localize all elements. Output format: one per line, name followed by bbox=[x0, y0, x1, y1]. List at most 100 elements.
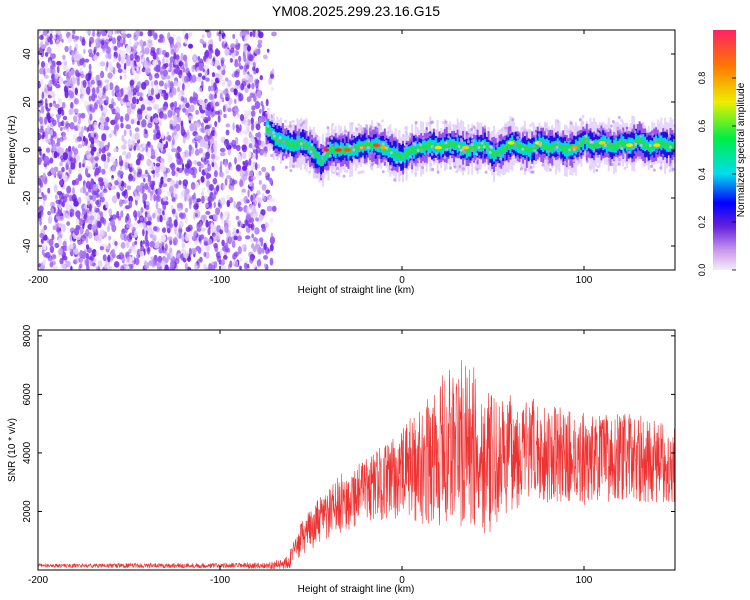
noise-speckle bbox=[121, 190, 127, 197]
noise-speckle bbox=[112, 195, 118, 204]
noise-speckle bbox=[252, 162, 256, 167]
noise-speckle bbox=[94, 156, 99, 162]
noise-speckle bbox=[140, 174, 145, 179]
halo-speckle bbox=[427, 122, 431, 126]
halo-speckle bbox=[496, 138, 500, 142]
halo-speckle bbox=[368, 155, 371, 159]
noise-speckle bbox=[61, 264, 67, 269]
noise-speckle bbox=[73, 108, 79, 114]
noise-speckle bbox=[195, 213, 198, 218]
ridge-cell bbox=[624, 141, 626, 147]
noise-speckle bbox=[126, 233, 132, 243]
noise-speckle bbox=[216, 255, 221, 262]
halo-speckle bbox=[616, 126, 620, 130]
halo-speckle bbox=[669, 145, 672, 149]
halo-speckle bbox=[381, 170, 385, 174]
halo-speckle bbox=[365, 126, 369, 130]
halo-speckle bbox=[533, 134, 537, 138]
noise-speckle bbox=[49, 39, 53, 45]
noise-speckle bbox=[192, 173, 197, 179]
noise-speckle bbox=[124, 94, 129, 103]
noise-speckle bbox=[44, 116, 48, 125]
noise-speckle bbox=[184, 38, 188, 45]
noise-speckle bbox=[135, 185, 142, 193]
halo-speckle bbox=[409, 132, 413, 137]
noise-speckle bbox=[176, 36, 182, 42]
noise-speckle bbox=[145, 169, 148, 174]
noise-speckle bbox=[230, 47, 235, 54]
noise-speckle bbox=[180, 125, 185, 134]
noise-speckle bbox=[154, 33, 158, 39]
halo-speckle bbox=[477, 145, 481, 150]
x-tick-label: -200 bbox=[28, 575, 48, 586]
noise-speckle bbox=[222, 105, 226, 113]
noise-speckle bbox=[256, 90, 262, 99]
noise-speckle bbox=[241, 152, 247, 159]
noise-speckle bbox=[84, 58, 90, 63]
noise-speckle bbox=[188, 43, 193, 49]
y-tick-label: 2000 bbox=[22, 500, 33, 523]
halo-speckle bbox=[497, 163, 501, 167]
noise-speckle bbox=[71, 51, 75, 57]
noise-speckle bbox=[183, 167, 188, 174]
ridge-cell bbox=[311, 146, 313, 153]
ridge-cell bbox=[305, 142, 308, 149]
ridge-cell bbox=[289, 142, 292, 148]
noise-speckle bbox=[229, 57, 233, 63]
noise-speckle bbox=[149, 30, 155, 36]
noise-speckle bbox=[126, 240, 130, 248]
noise-speckle bbox=[235, 124, 239, 129]
noise-speckle bbox=[126, 185, 132, 191]
noise-speckle bbox=[70, 101, 74, 110]
noise-speckle bbox=[42, 30, 48, 36]
noise-speckle bbox=[254, 227, 260, 235]
noise-speckle bbox=[155, 52, 158, 59]
halo-speckle bbox=[302, 141, 306, 145]
halo-speckle bbox=[467, 134, 471, 138]
noise-speckle bbox=[93, 121, 98, 129]
noise-speckle bbox=[55, 199, 61, 204]
noise-speckle bbox=[119, 75, 123, 80]
ridge-cell bbox=[547, 145, 550, 152]
noise-speckle bbox=[80, 73, 85, 78]
noise-speckle bbox=[184, 108, 189, 116]
ridge-cell bbox=[622, 141, 625, 148]
halo-speckle bbox=[399, 160, 403, 164]
colorbar-tick-label: 0.4 bbox=[697, 168, 707, 181]
noise-speckle bbox=[38, 110, 41, 119]
noise-speckle bbox=[263, 242, 267, 250]
noise-speckle bbox=[192, 96, 198, 105]
halo-speckle bbox=[556, 119, 560, 123]
ridge-cell bbox=[587, 138, 590, 145]
noise-speckle bbox=[124, 161, 129, 171]
noise-speckle bbox=[85, 30, 90, 34]
halo-speckle bbox=[584, 134, 588, 138]
noise-speckle bbox=[100, 228, 104, 235]
halo-speckle bbox=[471, 157, 475, 162]
noise-speckle bbox=[69, 45, 72, 53]
noise-speckle bbox=[115, 112, 121, 121]
noise-speckle bbox=[225, 77, 229, 82]
noise-speckle bbox=[51, 234, 55, 241]
noise-speckle bbox=[99, 116, 105, 125]
halo-speckle bbox=[332, 143, 335, 147]
noise-speckle bbox=[79, 188, 84, 193]
ridge-cell bbox=[440, 143, 443, 150]
noise-speckle bbox=[165, 51, 170, 58]
halo-speckle bbox=[388, 166, 392, 170]
noise-speckle bbox=[48, 79, 53, 88]
noise-speckle bbox=[208, 53, 213, 59]
noise-speckle bbox=[74, 87, 79, 96]
noise-speckle bbox=[129, 130, 132, 137]
ridge-cell bbox=[544, 144, 546, 149]
noise-speckle bbox=[124, 205, 131, 210]
ridge-cell bbox=[427, 140, 430, 149]
halo-speckle bbox=[321, 148, 325, 153]
ridge-cell bbox=[414, 147, 417, 153]
noise-speckle bbox=[110, 129, 114, 135]
noise-speckle bbox=[78, 116, 81, 125]
noise-speckle bbox=[233, 179, 238, 185]
noise-speckle bbox=[49, 90, 55, 96]
halo-speckle bbox=[360, 146, 363, 150]
noise-speckle bbox=[71, 179, 76, 186]
